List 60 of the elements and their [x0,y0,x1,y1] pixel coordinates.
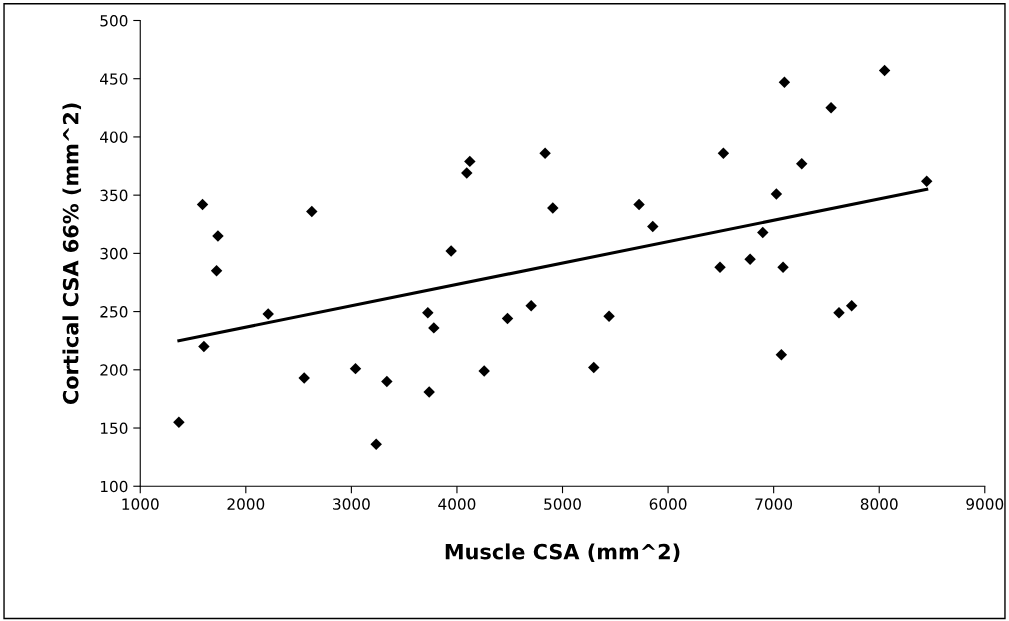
y-tick-label: 100 [100,480,128,493]
y-tick-label: 400 [100,131,128,143]
y-tick-label: 350 [100,189,128,202]
x-tick-label: 1000 [122,498,159,510]
point [173,416,185,428]
x-tick-label: 5000 [544,498,581,510]
point [298,372,310,384]
point [588,361,600,374]
x-tick-label: 2000 [227,498,265,510]
x-tick-label: 8000 [860,498,898,510]
point [717,147,730,159]
y-axis-title: Cortical CSA 66% (mm^2) [62,103,82,405]
point [714,261,726,274]
point [833,307,845,319]
point [422,307,434,319]
point [547,202,559,214]
y-tick-label: 250 [100,306,128,318]
point [210,265,223,277]
point [198,340,210,353]
point [603,310,615,322]
point [744,253,756,265]
y-tick-label: 200 [100,364,128,376]
y-tick-label: 300 [100,247,128,260]
x-tick-label: 7000 [755,498,793,510]
point [262,308,274,320]
point [196,198,209,211]
y-tick-label: 450 [100,73,128,85]
point [775,348,788,361]
x-tick-label: 4000 [438,498,476,510]
point [428,322,440,334]
point [647,220,659,233]
point [777,261,789,274]
point [757,226,769,239]
point [423,386,435,398]
point [306,205,318,218]
point [212,230,224,242]
point [845,300,858,312]
point [770,188,783,200]
point [464,155,476,168]
point [445,245,457,257]
point [478,365,490,377]
point [921,175,933,187]
y-tick-label: 500 [100,14,128,27]
point [501,312,514,325]
point [381,375,393,388]
x-axis-title: Muscle CSA (mm^2) [445,543,680,562]
point [633,198,645,211]
point [825,102,837,114]
x-tick-label: 6000 [649,498,687,510]
y-tick-label: 150 [100,422,128,435]
point [539,147,551,159]
point [778,76,791,88]
point [796,157,808,170]
point [370,438,382,451]
point [878,64,891,77]
x-tick-label: 9000 [966,498,1004,510]
x-tick-label: 3000 [333,498,370,510]
point [525,300,537,312]
point [349,362,362,375]
point [461,167,473,179]
